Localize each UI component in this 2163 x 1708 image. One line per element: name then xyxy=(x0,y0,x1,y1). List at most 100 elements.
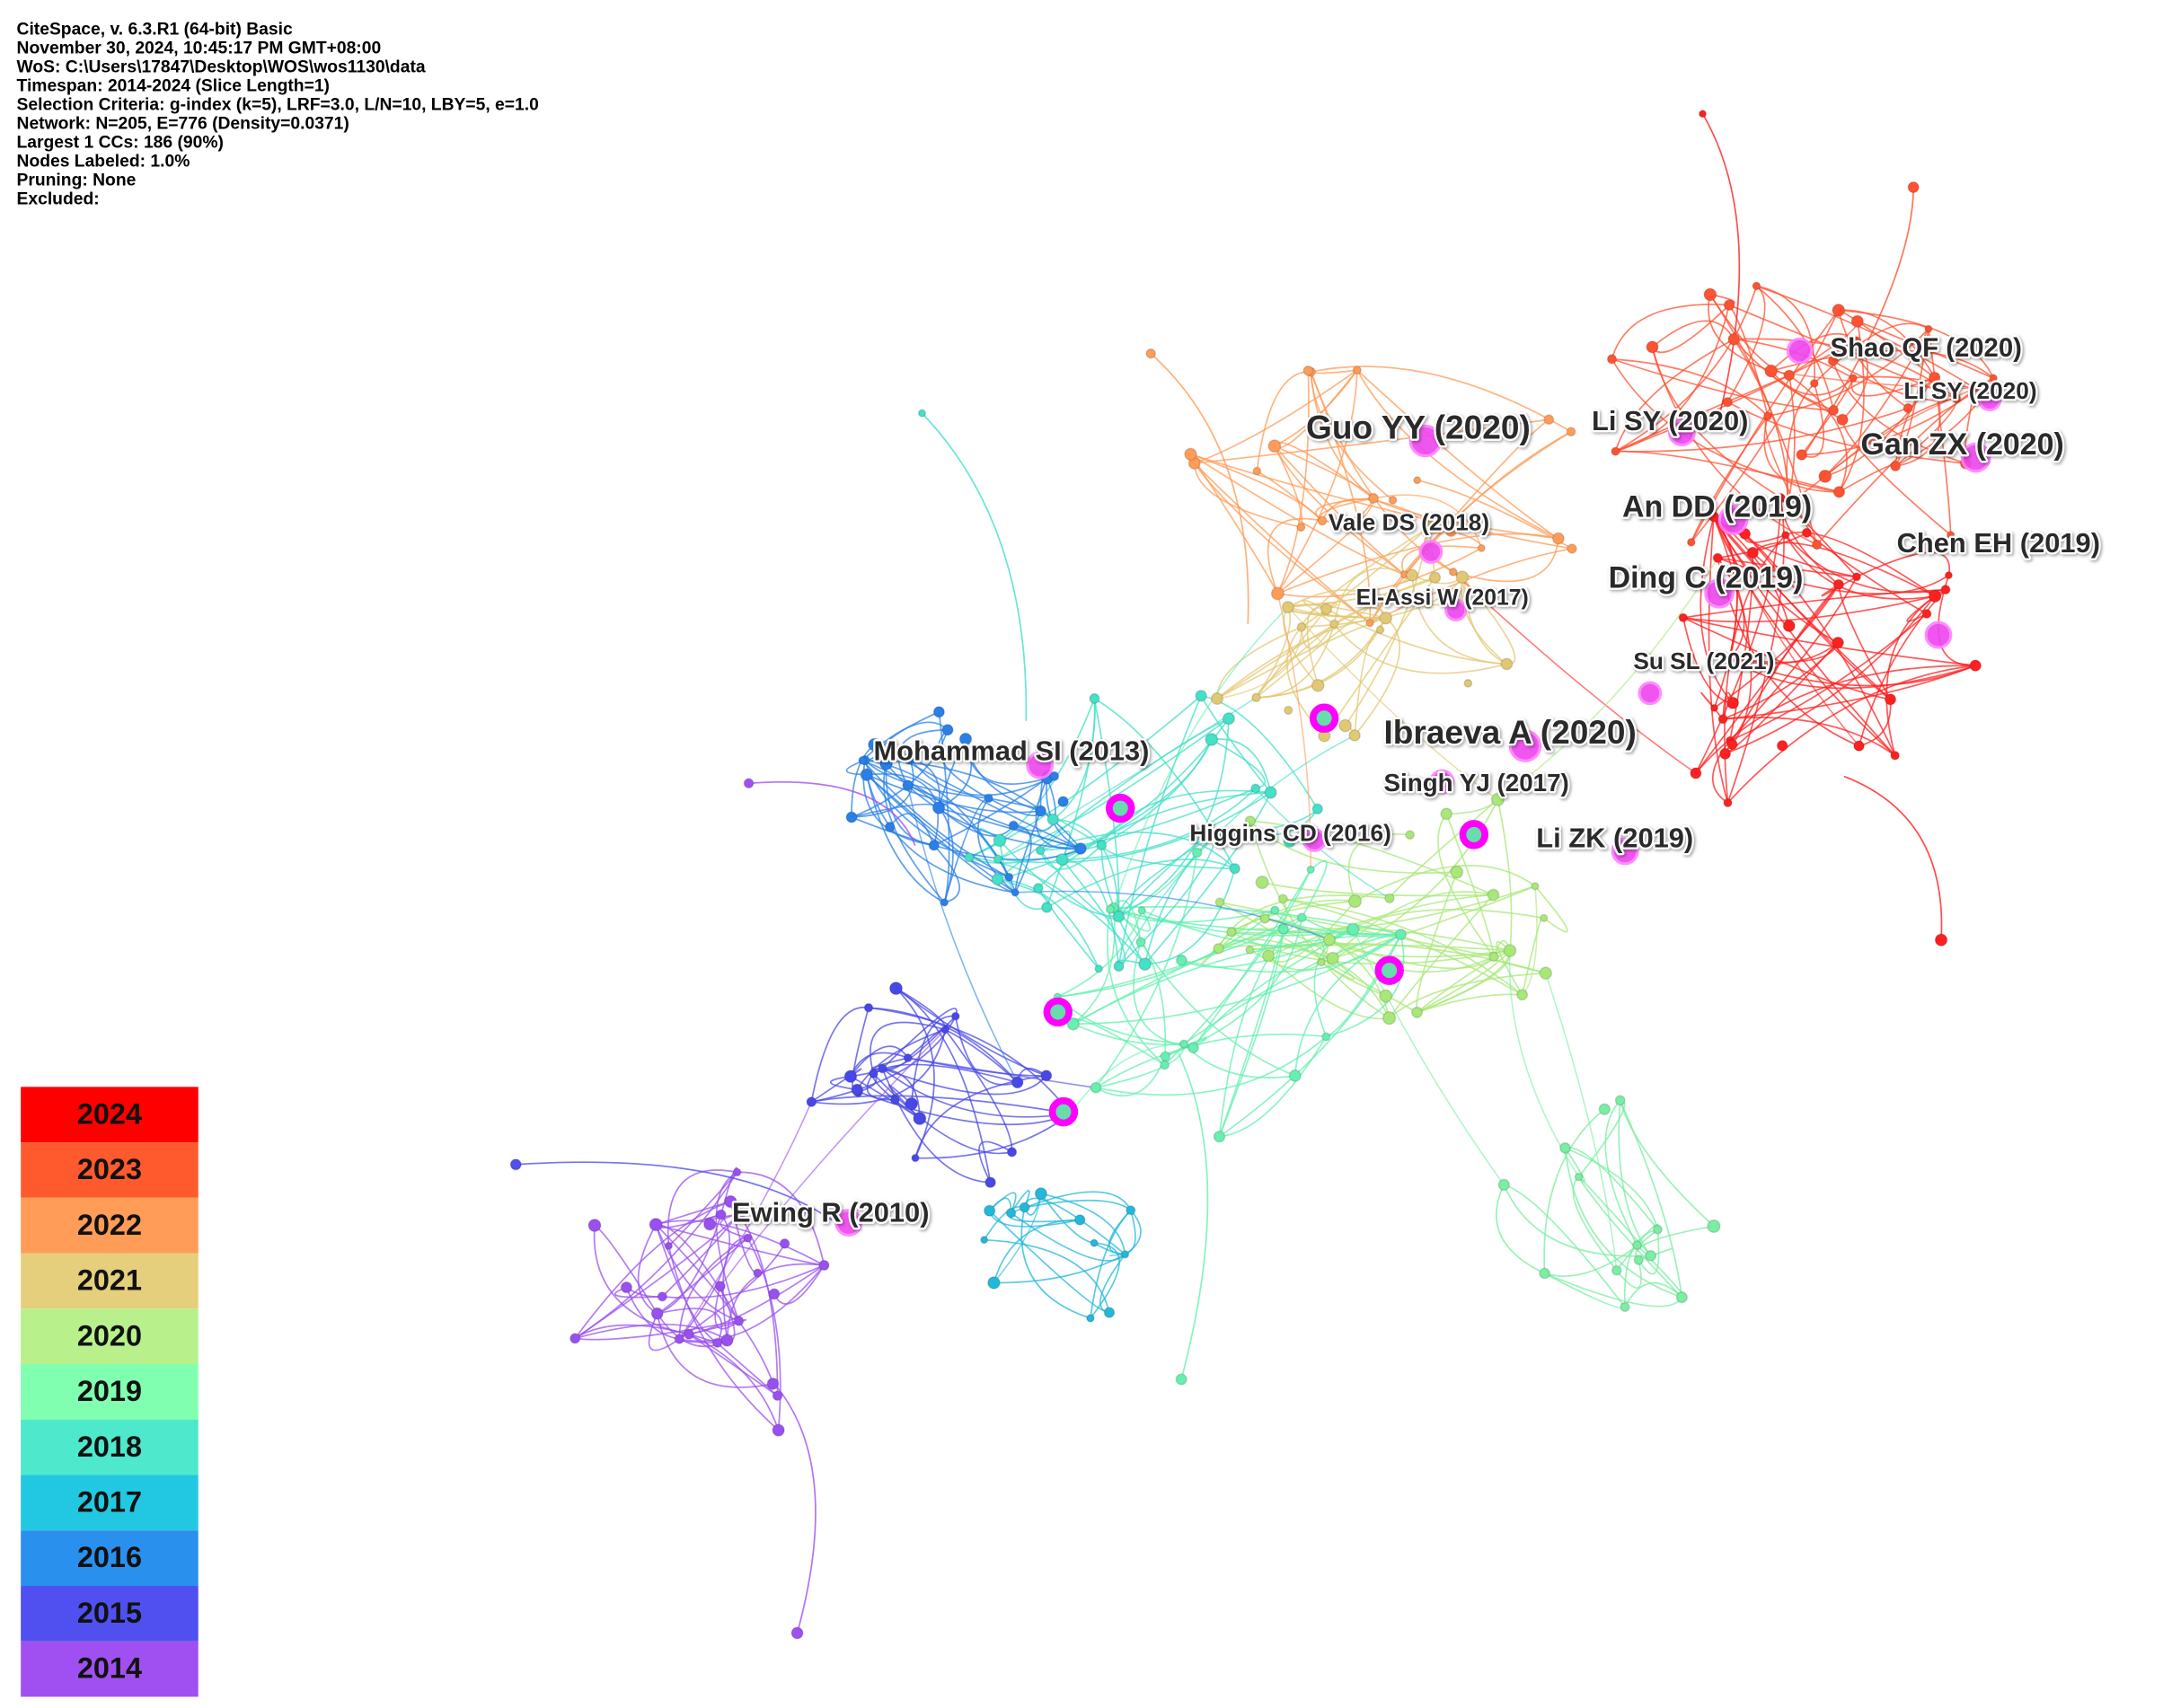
node xyxy=(1907,180,1920,194)
edge xyxy=(1183,933,1401,1045)
node xyxy=(1090,1238,1099,1247)
edge xyxy=(1858,699,1892,747)
node xyxy=(867,737,882,752)
info-line: Network: N=205, E=776 (Density=0.0371) xyxy=(17,115,349,134)
node xyxy=(657,1291,668,1302)
node xyxy=(1367,492,1380,504)
node xyxy=(1277,923,1290,935)
node xyxy=(1288,1069,1302,1082)
edge xyxy=(1417,993,1523,1014)
edge xyxy=(870,1021,946,1074)
edge xyxy=(1189,453,1279,594)
edge xyxy=(1100,789,1271,846)
edge xyxy=(1113,606,1289,909)
node-label: Li SY (2020) xyxy=(1903,377,2036,404)
edge xyxy=(1333,568,1413,624)
edge xyxy=(1615,407,1909,453)
edge xyxy=(889,813,935,846)
edge xyxy=(1744,533,1896,756)
edge xyxy=(999,840,1119,918)
node xyxy=(1783,369,1796,382)
node xyxy=(772,1390,783,1402)
edge xyxy=(1770,332,1858,372)
node-label: Chen EH (2019) xyxy=(1897,527,2100,559)
edge xyxy=(881,1068,991,1184)
legend-year: 2017 xyxy=(77,1486,142,1519)
node xyxy=(1011,888,1020,897)
edge xyxy=(1040,1193,1095,1245)
edge xyxy=(1218,917,1302,1137)
edge xyxy=(896,987,992,1183)
edge xyxy=(1894,376,1936,467)
edge xyxy=(1194,462,1371,624)
edge xyxy=(1216,577,1435,700)
edge xyxy=(655,1223,825,1266)
node xyxy=(720,1334,734,1347)
edge xyxy=(1354,617,1400,736)
edge xyxy=(1619,1100,1715,1228)
key-node xyxy=(1960,442,1991,473)
node xyxy=(1277,894,1288,904)
edge xyxy=(1388,894,1495,1019)
node-label: Li ZK (2019) xyxy=(1536,823,1693,854)
edge xyxy=(1117,718,1230,918)
edge xyxy=(1565,1147,1659,1230)
edge xyxy=(1329,938,1495,970)
node xyxy=(1048,770,1060,782)
node xyxy=(1531,882,1540,891)
edge xyxy=(1534,885,1568,933)
edge xyxy=(1417,479,1573,550)
legend-year: 2021 xyxy=(77,1264,142,1297)
node xyxy=(991,873,1004,886)
edge xyxy=(1020,1207,1091,1319)
edge xyxy=(1695,665,1976,774)
edge xyxy=(1276,370,1310,594)
edge xyxy=(1504,1184,1626,1308)
node xyxy=(1352,365,1362,375)
edge xyxy=(1073,908,1116,1025)
edge xyxy=(1117,833,1217,917)
edge xyxy=(1178,1052,1209,1380)
edge xyxy=(1885,595,1936,756)
node xyxy=(1646,340,1659,354)
edge xyxy=(773,1264,825,1305)
edge xyxy=(993,1219,1081,1283)
node xyxy=(1455,570,1470,585)
node xyxy=(868,1068,878,1079)
key-node xyxy=(1638,681,1663,706)
edge xyxy=(1733,339,1818,545)
edge xyxy=(1496,557,1718,800)
edge xyxy=(1192,869,1311,1049)
edge xyxy=(1276,370,1358,594)
node xyxy=(1652,1224,1664,1235)
edge xyxy=(1856,551,1951,578)
edge xyxy=(1215,808,1319,838)
edge xyxy=(1231,899,1355,933)
node xyxy=(1145,348,1157,359)
edge xyxy=(1691,415,1769,543)
node xyxy=(1566,427,1576,437)
edge xyxy=(1113,905,1401,936)
edge xyxy=(1216,627,1302,700)
node xyxy=(1245,945,1255,955)
edge xyxy=(1090,1242,1120,1319)
key-node xyxy=(1429,769,1455,795)
node xyxy=(1712,552,1724,564)
node xyxy=(1633,1255,1644,1265)
node xyxy=(1086,1314,1095,1323)
edge xyxy=(1287,606,1498,800)
edge xyxy=(1321,497,1374,523)
node xyxy=(1179,1039,1189,1049)
edge xyxy=(866,774,1016,894)
node xyxy=(1944,570,1954,580)
node xyxy=(1264,786,1277,799)
node xyxy=(1574,1172,1584,1182)
edge xyxy=(655,1224,739,1322)
node xyxy=(1725,654,1735,664)
edge xyxy=(1274,445,1406,576)
edge xyxy=(516,1161,833,1221)
edge xyxy=(944,1028,1019,1083)
legend-swatch xyxy=(21,1586,199,1642)
node xyxy=(1951,393,1962,404)
node xyxy=(1614,1095,1626,1106)
